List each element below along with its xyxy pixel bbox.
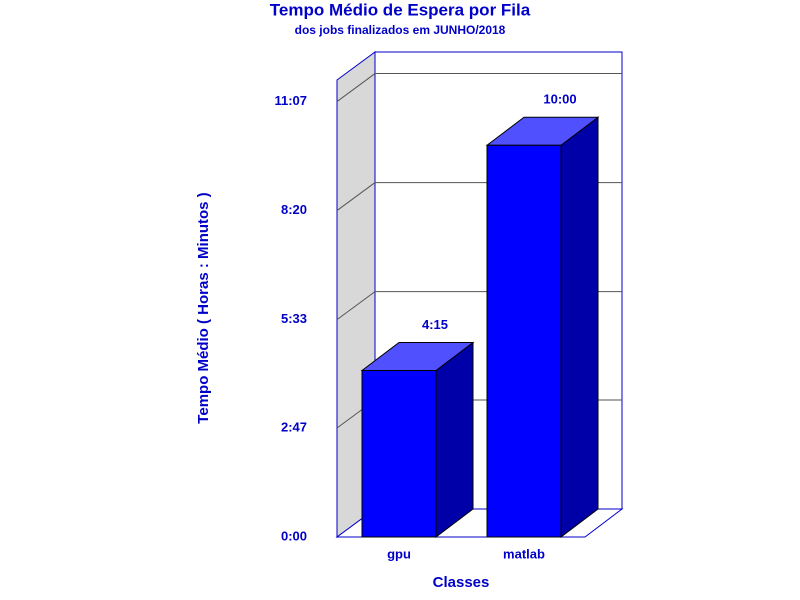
y-tick-label: 2:47 <box>281 419 307 434</box>
chart-title: Tempo Médio de Espera por Fila <box>270 0 531 19</box>
bar <box>486 144 562 538</box>
value-label: 4:15 <box>422 317 448 332</box>
chart-subtitle: dos jobs finalizados em JUNHO/2018 <box>295 23 506 37</box>
x-axis-label: Classes <box>433 574 490 591</box>
y-tick-label: 0:00 <box>281 528 307 543</box>
bar-side <box>435 341 474 539</box>
y-tick-label: 5:33 <box>281 311 307 326</box>
x-tick-label: matlab <box>503 546 545 561</box>
y-tick-label: 8:20 <box>281 202 307 217</box>
grid-line <box>336 291 376 321</box>
y-axis-label: Tempo Médio ( Horas : Minutos ) <box>195 192 212 423</box>
y-tick-label: 11:07 <box>274 93 307 108</box>
value-label: 10:00 <box>543 92 576 107</box>
grid-line <box>336 73 376 102</box>
bar-side <box>560 116 599 539</box>
grid-line <box>336 182 376 211</box>
bar <box>361 370 437 538</box>
x-tick-label: gpu <box>387 546 411 561</box>
